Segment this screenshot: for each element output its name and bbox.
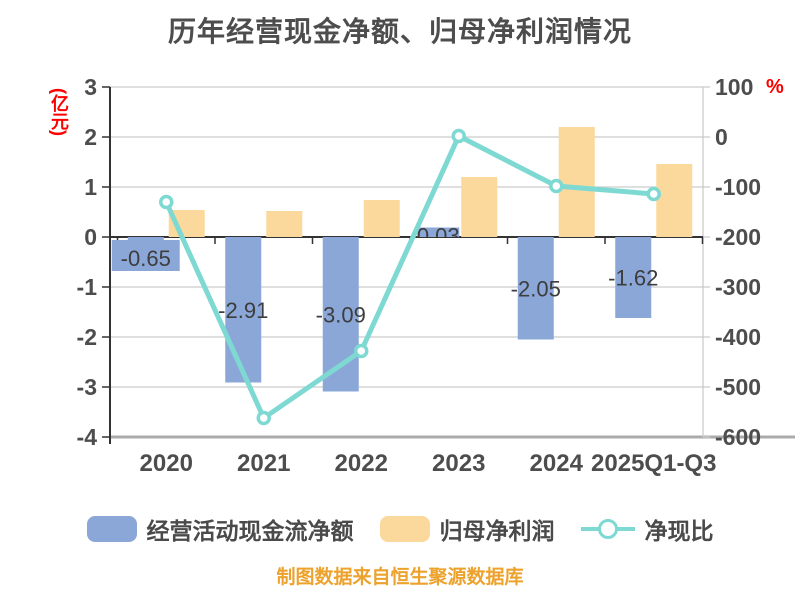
- cash-ratio-point-2023[interactable]: [451, 128, 466, 144]
- legend-swatch-yellow-icon: [379, 516, 430, 542]
- gridlines: [110, 86, 703, 388]
- bar-label-2020: -0.65: [121, 246, 171, 271]
- legend-label-cash-ratio: 净现比: [644, 518, 714, 544]
- right-axis-tick-label: -100: [715, 174, 761, 200]
- bar-cashflow-2025Q1-Q3[interactable]: [615, 237, 652, 318]
- data-source-footer: 制图数据来自恒生聚源数据库: [276, 567, 524, 588]
- right-axis-tick-label: -300: [715, 274, 761, 300]
- cash-ratio-point-2021[interactable]: [256, 410, 271, 426]
- right-axis: 100 0 -100 -200 -300 -400 -500 -600: [702, 74, 761, 450]
- left-axis-tick-label: -2: [77, 324, 97, 350]
- bar-label-2025Q1-Q3: -1.62: [608, 266, 658, 291]
- legend: 经营活动现金流净额 归母净利润 净现比: [0, 512, 800, 546]
- bar-profit-2024[interactable]: [558, 127, 595, 237]
- left-axis-tick-label: 3: [84, 74, 97, 100]
- left-axis-tick-label: -4: [77, 424, 98, 450]
- legend-label-operating-cashflow: 经营活动现金流净额: [146, 518, 354, 544]
- bar-profit-2022[interactable]: [363, 200, 400, 237]
- legend-item-cash-ratio[interactable]: 净现比: [580, 512, 714, 546]
- cash-ratio-point-2020[interactable]: [159, 194, 174, 210]
- cash-ratio-point-2025Q1-Q3[interactable]: [646, 186, 661, 202]
- x-tick-label-2021: 2021: [237, 450, 290, 477]
- bar-profit-2025Q1-Q3[interactable]: [656, 164, 693, 237]
- chart-title: 历年经营现金净额、归母净利润情况: [167, 16, 632, 47]
- left-axis: 3 2 1 0 -1 -2 -3 -4: [77, 74, 111, 450]
- bar-label-2023-clipped: 0.03: [417, 224, 460, 249]
- cash-ratio-point-2024[interactable]: [549, 178, 564, 194]
- bar-label-2021: -2.91: [218, 298, 268, 323]
- right-axis-tick-label: -200: [715, 224, 761, 250]
- left-axis-unit-label: (亿元): [49, 88, 69, 136]
- right-axis-tick-label: 0: [715, 124, 728, 150]
- zero-axis: [110, 236, 704, 244]
- bar-cashflow-2021[interactable]: [225, 237, 262, 383]
- legend-item-operating-cashflow[interactable]: 经营活动现金流净额: [86, 512, 354, 546]
- left-axis-tick-label: 0: [84, 224, 97, 250]
- bar-value-labels: -0.65 -2.91 -3.09 0.03 -2.05 -1.62: [111, 224, 658, 327]
- legend-swatch-blue-icon: [86, 516, 137, 542]
- right-axis-tick-label: -600: [715, 424, 761, 450]
- left-axis-tick-label: -3: [77, 374, 97, 400]
- cash-ratio-line: [163, 133, 657, 421]
- x-tick-label-2020: 2020: [140, 450, 193, 477]
- x-tick-label-2025Q1-Q3: 2025Q1-Q3: [591, 450, 716, 477]
- right-axis-unit-label: %: [766, 76, 784, 98]
- bar-cashflow-2024[interactable]: [517, 237, 554, 340]
- right-axis-tick-label: -500: [715, 374, 761, 400]
- legend-item-net-profit[interactable]: 归母净利润: [379, 512, 555, 546]
- x-tick-label-2022: 2022: [335, 450, 388, 477]
- cash-ratio-point-2022[interactable]: [354, 343, 369, 359]
- right-axis-tick-label: 100: [715, 74, 753, 100]
- left-axis-tick-label: 2: [84, 124, 97, 150]
- x-tick-label-2023: 2023: [432, 450, 485, 477]
- legend-line-marker-icon: [580, 516, 635, 542]
- bar-profit-2021[interactable]: [266, 211, 303, 237]
- left-axis-tick-label: -1: [77, 274, 98, 300]
- bar-label-2024: -2.05: [511, 276, 561, 301]
- bar-label-2022: -3.09: [316, 302, 366, 327]
- left-axis-tick-label: 1: [84, 174, 97, 200]
- legend-label-net-profit: 归母净利润: [439, 518, 555, 544]
- x-tick-label-2024: 2024: [530, 450, 584, 477]
- right-axis-tick-label: -400: [715, 324, 761, 350]
- bar-profit-2023[interactable]: [461, 177, 498, 237]
- bars: [127, 127, 693, 392]
